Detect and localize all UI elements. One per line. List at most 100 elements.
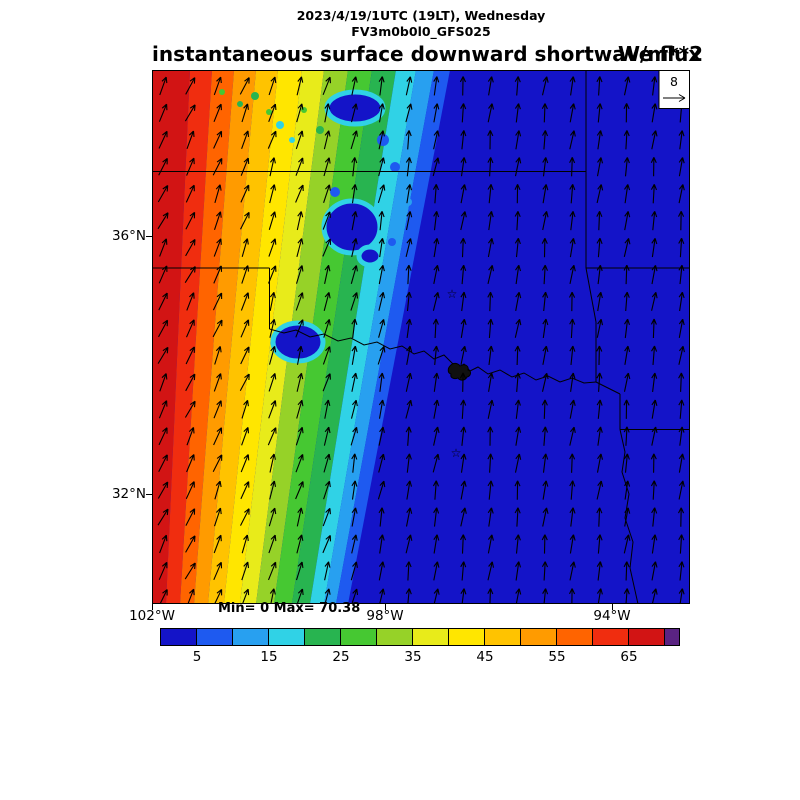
wind-arrow: [514, 480, 521, 500]
wind-arrow: [678, 561, 685, 581]
wind-arrow: [351, 157, 358, 177]
wind-arrow: [185, 535, 196, 553]
wind-arrow: [268, 373, 277, 392]
wind-arrow: [651, 399, 658, 419]
wind-arrow: [596, 130, 603, 150]
wind-arrow: [186, 157, 195, 176]
wind-arrow: [433, 345, 440, 365]
wind-arrow: [460, 291, 467, 312]
wind-arrow: [432, 480, 440, 500]
wind-arrow: [378, 103, 385, 123]
wind-arrow: [350, 103, 358, 123]
wind-arrow: [184, 104, 196, 122]
wind-arrow: [624, 345, 631, 365]
flux-band: [166, 70, 212, 604]
wind-arrow: [269, 480, 277, 500]
lon-tick-label: 94°W: [593, 608, 631, 624]
lon-tick-mark: [152, 604, 153, 610]
wind-arrow: [542, 130, 549, 150]
wind-arrow: [295, 265, 304, 284]
city-star-south: ☆: [451, 446, 462, 460]
wind-arrow: [158, 454, 168, 472]
wind-arrow: [569, 399, 576, 419]
wind-arrow: [459, 372, 467, 392]
colorbar-segment: [557, 629, 593, 645]
wind-arrow: [678, 399, 685, 419]
wind-arrow: [405, 238, 413, 258]
wind-arrow: [432, 453, 440, 473]
wind-arrow: [596, 237, 603, 258]
wind-arrow: [596, 534, 603, 554]
wind-arrow: [515, 130, 522, 150]
wind-arrow: [596, 507, 603, 527]
wind-arrow: [569, 76, 576, 96]
wind-arrow: [214, 184, 222, 204]
wind-arrow: [460, 345, 467, 365]
flux-band: [224, 70, 302, 604]
wind-arrow: [351, 76, 358, 96]
wind-arrow: [267, 130, 277, 149]
wind-arrow: [515, 264, 522, 285]
wind-arrow: [296, 103, 304, 123]
lon-tick-mark: [612, 604, 613, 610]
wind-arrow: [185, 211, 196, 230]
wind-arrow: [569, 561, 576, 581]
wind-arrow: [541, 561, 549, 581]
cloud-speckle: [219, 89, 225, 95]
lon-tick-label: 98°W: [366, 608, 404, 624]
wind-arrow: [678, 264, 685, 285]
wind-arrow: [378, 264, 385, 285]
wind-arrow: [322, 211, 331, 230]
lat-tick-mark: [146, 494, 152, 495]
wind-arrow: [405, 291, 412, 312]
wind-arrow: [569, 157, 576, 177]
wind-arrow: [158, 400, 168, 419]
wind-arrow: [213, 427, 223, 446]
wind-arrow: [296, 76, 304, 96]
vector-reference-value: 8: [670, 74, 678, 89]
cloud-speckle: [316, 126, 324, 134]
wind-arrow: [405, 264, 412, 285]
colorbar-segment: [665, 629, 679, 645]
wind-arrow: [350, 399, 358, 419]
colorbar-segment: [485, 629, 521, 645]
wind-arrow: [432, 318, 439, 339]
wind-arrow: [405, 372, 413, 392]
wind-arrow: [158, 319, 169, 338]
wind-arrow: [296, 399, 304, 419]
wind-arrow: [596, 76, 603, 96]
wind-arrow: [596, 291, 603, 312]
wind-arrow: [651, 291, 658, 311]
wind-arrow: [541, 103, 548, 123]
cloud-patch: [270, 320, 326, 364]
wind-arrow: [651, 426, 658, 446]
model-run-label: FV3m0b0l0_GFS025: [351, 24, 491, 39]
lat-tick-label: 32°N: [111, 486, 146, 502]
wind-arrow: [433, 264, 440, 285]
flux-band: [194, 70, 256, 604]
lat-tick-mark: [146, 236, 152, 237]
wind-arrow: [184, 562, 196, 580]
colorbar-segment: [593, 629, 629, 645]
flux-band: [180, 70, 234, 604]
wind-arrow: [240, 454, 250, 473]
wind-arrow: [596, 426, 603, 446]
wind-arrow: [268, 400, 277, 419]
wind-arrow: [213, 534, 222, 554]
wind-arrow: [378, 157, 386, 177]
wind-arrow: [678, 345, 685, 365]
wind-arrow: [240, 319, 250, 338]
wind-arrow: [514, 534, 521, 554]
wind-arrow: [514, 103, 521, 123]
wind-arrow: [241, 561, 250, 581]
wind-arrow: [678, 184, 685, 204]
wind-arrow: [240, 292, 250, 311]
wind-arrow: [650, 318, 657, 339]
lon-tick-label: 102°W: [129, 608, 175, 624]
wind-arrow: [296, 534, 304, 554]
wind-arrow: [378, 319, 386, 338]
wind-arrow: [433, 103, 440, 123]
flux-band: [292, 70, 396, 604]
wind-arrow: [213, 265, 223, 284]
wind-arrow: [323, 292, 331, 311]
